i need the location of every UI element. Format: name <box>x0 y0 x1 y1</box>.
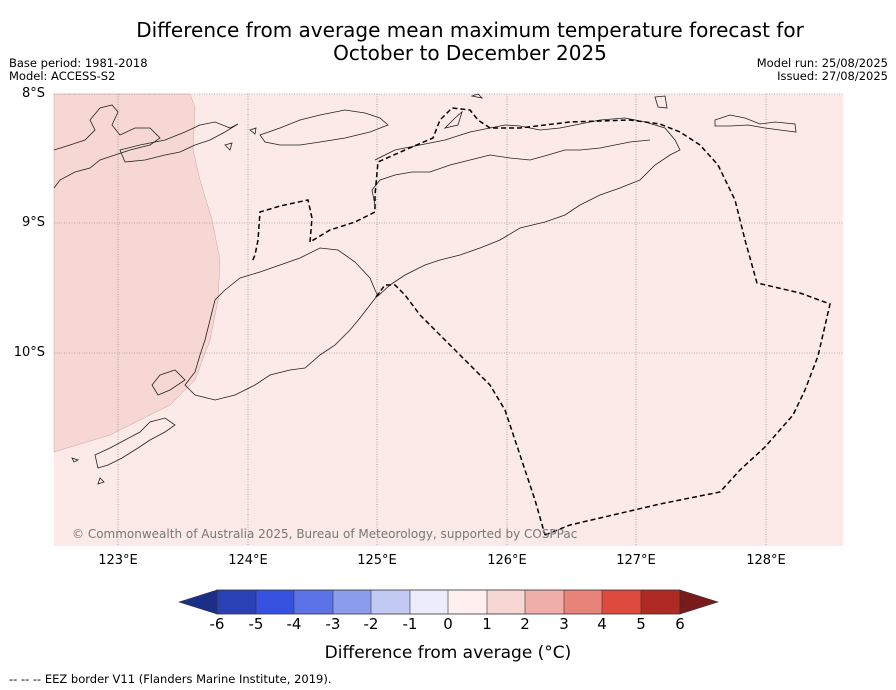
gridlines <box>54 93 843 546</box>
lon-label-127e: 127°E <box>616 553 656 568</box>
colorbar-box-9 <box>525 590 564 614</box>
coastlines <box>53 93 797 485</box>
colorbar-box-7 <box>448 590 487 614</box>
model-run: Model run: 25/08/2025 <box>756 56 888 70</box>
colorbar-box-11 <box>602 590 641 614</box>
colorbar-box-1 <box>217 590 256 614</box>
colorbar-box-3 <box>294 590 333 614</box>
colorbar-extend-high <box>679 589 719 615</box>
eez-legend-footer: -- -- -- EEZ border V11 (Flanders Marine… <box>9 672 332 686</box>
colorbar-tick: 6 <box>675 615 685 633</box>
colorbar-box-12 <box>641 590 680 614</box>
colorbar-tick: 1 <box>482 615 492 633</box>
lat-label-8s: 8°S <box>21 86 45 101</box>
base-period: Base period: 1981-2018 <box>9 56 148 70</box>
colorbar-extend-low <box>178 589 218 615</box>
lon-label-126e: 126°E <box>487 553 527 568</box>
title-line-2: October to December 2025 <box>333 41 607 65</box>
title-line-1: Difference from average mean maximum tem… <box>136 18 804 42</box>
colorbar-tick: 5 <box>636 615 646 633</box>
colorbar-tick: 2 <box>520 615 530 633</box>
colorbar-box-5 <box>371 590 410 614</box>
colorbar <box>178 589 719 615</box>
lon-label-128e: 128°E <box>746 553 786 568</box>
lon-label-124e: 124°E <box>228 553 268 568</box>
lat-label-9s: 9°S <box>21 215 45 230</box>
colorbar-tick: -5 <box>248 615 264 633</box>
copyright-notice: © Commonwealth of Australia 2025, Bureau… <box>72 527 578 541</box>
colorbar-box-2 <box>256 590 294 614</box>
colorbar-box-4 <box>333 590 371 614</box>
model-name: Model: ACCESS-S2 <box>9 69 116 83</box>
colorbar-box-8 <box>487 590 525 614</box>
colorbar-tick: 0 <box>443 615 453 633</box>
colorbar-box-6 <box>410 590 448 614</box>
lon-label-125e: 125°E <box>357 553 397 568</box>
colorbar-frame <box>216 589 681 615</box>
eez-border <box>251 107 831 536</box>
colorbar-label: Difference from average (°C) <box>324 643 572 663</box>
anomaly-region-west <box>53 93 221 453</box>
issued-date: Issued: 27/08/2025 <box>777 69 888 83</box>
colorbar-dividers <box>255 590 642 614</box>
colorbar-tick: -6 <box>209 615 225 633</box>
meta-right: Model run: 25/08/2025 Issued: 27/08/2025 <box>757 57 888 83</box>
colorbar-tick: 3 <box>559 615 569 633</box>
meta-left: Base period: 1981-2018 Model: ACCESS-S2 <box>9 57 148 83</box>
lon-label-123e: 123°E <box>98 553 138 568</box>
colorbar-tick: -4 <box>286 615 302 633</box>
colorbar-tick: -2 <box>363 615 379 633</box>
lat-label-10s: 10°S <box>13 345 45 360</box>
colorbar-tick: -3 <box>325 615 341 633</box>
colorbar-tick: -1 <box>402 615 418 633</box>
colorbar-box-10 <box>564 590 602 614</box>
chart-title: Difference from average mean maximum tem… <box>100 19 840 65</box>
colorbar-tick: 4 <box>597 615 607 633</box>
